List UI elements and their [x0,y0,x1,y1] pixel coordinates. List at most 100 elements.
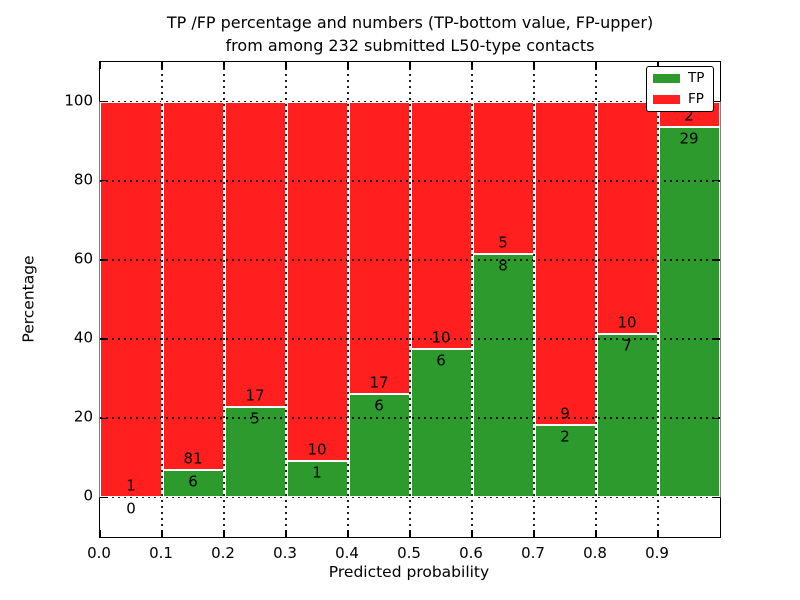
fp-bar-segment [286,101,348,462]
tp-count-label: 7 [622,336,632,355]
fp-count-label: 5 [498,233,508,252]
tp-count-label: 2 [560,427,570,446]
fp-count-label: 9 [560,404,570,423]
x-axis-tick [533,530,535,537]
tp-count-label: 29 [679,129,699,148]
fp-count-label: 2 [684,106,694,125]
tp-bar-segment [534,425,596,498]
fp-count-label: 10 [307,440,327,459]
fp-bar-segment [410,101,472,349]
y-tick-label: 20 [73,407,93,426]
y-axis-tick-right [713,338,720,340]
x-axis-label: Predicted probability [328,563,490,581]
x-tick-label: 0.6 [459,544,483,562]
y-tick-label: 0 [83,486,93,505]
tp-bar-segment [286,461,348,498]
v-gridline [656,62,660,537]
y-axis-tick-right [713,259,720,261]
x-axis-tick [595,530,597,537]
y-axis-tick-right [713,180,720,182]
x-tick-label: 0.5 [397,544,421,562]
tp-bar-segment [410,348,472,498]
tp-bar-segment [224,407,286,498]
x-axis-tick-top [471,62,473,69]
fp-count-label: 10 [617,313,637,332]
fp-bar-segment [162,101,224,471]
fp-count-label: 81 [183,449,203,468]
v-gridline [532,62,536,537]
x-axis-tick [223,530,225,537]
x-axis-tick [285,530,287,537]
x-tick-label: 0.9 [645,544,669,562]
y-axis-tick [100,100,107,103]
v-gridline [594,62,598,537]
fp-color-swatch [653,95,680,105]
fp-bar-segment [472,101,534,254]
x-axis-tick-top [409,62,411,69]
y-axis-tick [100,496,107,499]
tp-bar-segment [472,253,534,498]
tp-bar-segment [596,334,658,498]
x-axis-tick-top [533,62,535,69]
y-axis-tick-right [713,417,720,419]
tp-count-label: 6 [188,472,198,491]
y-tick-label: 40 [73,328,93,347]
v-gridline [160,62,164,537]
tp-count-label: 8 [498,256,508,275]
x-tick-label: 0.2 [211,544,235,562]
y-tick-label: 60 [73,249,93,268]
tp-bar-segment [658,127,720,498]
y-axis-tick [100,180,107,182]
tp-count-label: 6 [374,396,384,415]
x-axis-tick [99,530,101,537]
v-gridline [284,62,288,537]
tp-count-label: 0 [126,499,136,518]
tp-count-label: 6 [436,351,446,370]
v-gridline [408,62,412,537]
x-tick-label: 0.3 [273,544,297,562]
x-tick-labels: 0.0 0.1 0.2 0.3 0.4 0.5 0.6 0.7 0.8 0.9 [87,544,719,564]
fp-bar-segment [348,101,410,395]
x-axis-tick-top [223,62,225,69]
tp-color-swatch [653,73,680,83]
x-axis-tick [657,530,659,537]
v-gridline [222,62,226,537]
x-axis-tick-top [595,62,597,69]
fp-bar-segment [534,101,596,426]
fp-count-label: 17 [369,373,389,392]
fp-count-label: 17 [245,386,265,405]
x-axis-tick-top [99,62,101,69]
y-tick-label: 100 [64,91,93,110]
v-gridline [470,62,474,537]
y-axis-tick [100,417,107,419]
y-axis-tick [100,259,107,261]
x-tick-label: 0.0 [87,544,111,562]
y-axis-tick [100,338,107,340]
x-axis-tick [409,530,411,537]
tp-bar-segment [162,470,224,498]
x-tick-label: 0.7 [521,544,545,562]
fp-bar-segment [224,101,286,408]
x-axis-tick-top [285,62,287,69]
x-axis-tick-top [161,62,163,69]
x-axis-tick [161,530,163,537]
plot-area: TP FP 1 0 81 6 17 5 10 1 17 6 10 6 5 8 9 2 10 7 2 29 [99,61,721,538]
tp-count-label: 5 [250,409,260,428]
fp-bar-segment [596,101,658,335]
x-axis-tick [471,530,473,537]
tp-bar-segment [348,394,410,498]
legend-entry-fp: FP [653,92,707,107]
tp-count-label: 1 [312,463,322,482]
chart-title-line1: TP /FP percentage and numbers (TP-bottom… [166,13,654,32]
v-gridline [346,62,350,537]
chart-title: TP /FP percentage and numbers (TP-bottom… [90,11,730,57]
y-tick-labels: 0 20 40 60 80 100 [0,61,93,536]
y-axis-tick-right [713,496,720,499]
fp-count-label: 10 [431,328,451,347]
fp-count-label: 1 [126,476,136,495]
legend-entry-tp: TP [653,71,707,86]
fp-bar-segment [100,101,162,498]
x-axis-tick-top [347,62,349,69]
chart-title-line2: from among 232 submitted L50-type contac… [225,36,595,55]
